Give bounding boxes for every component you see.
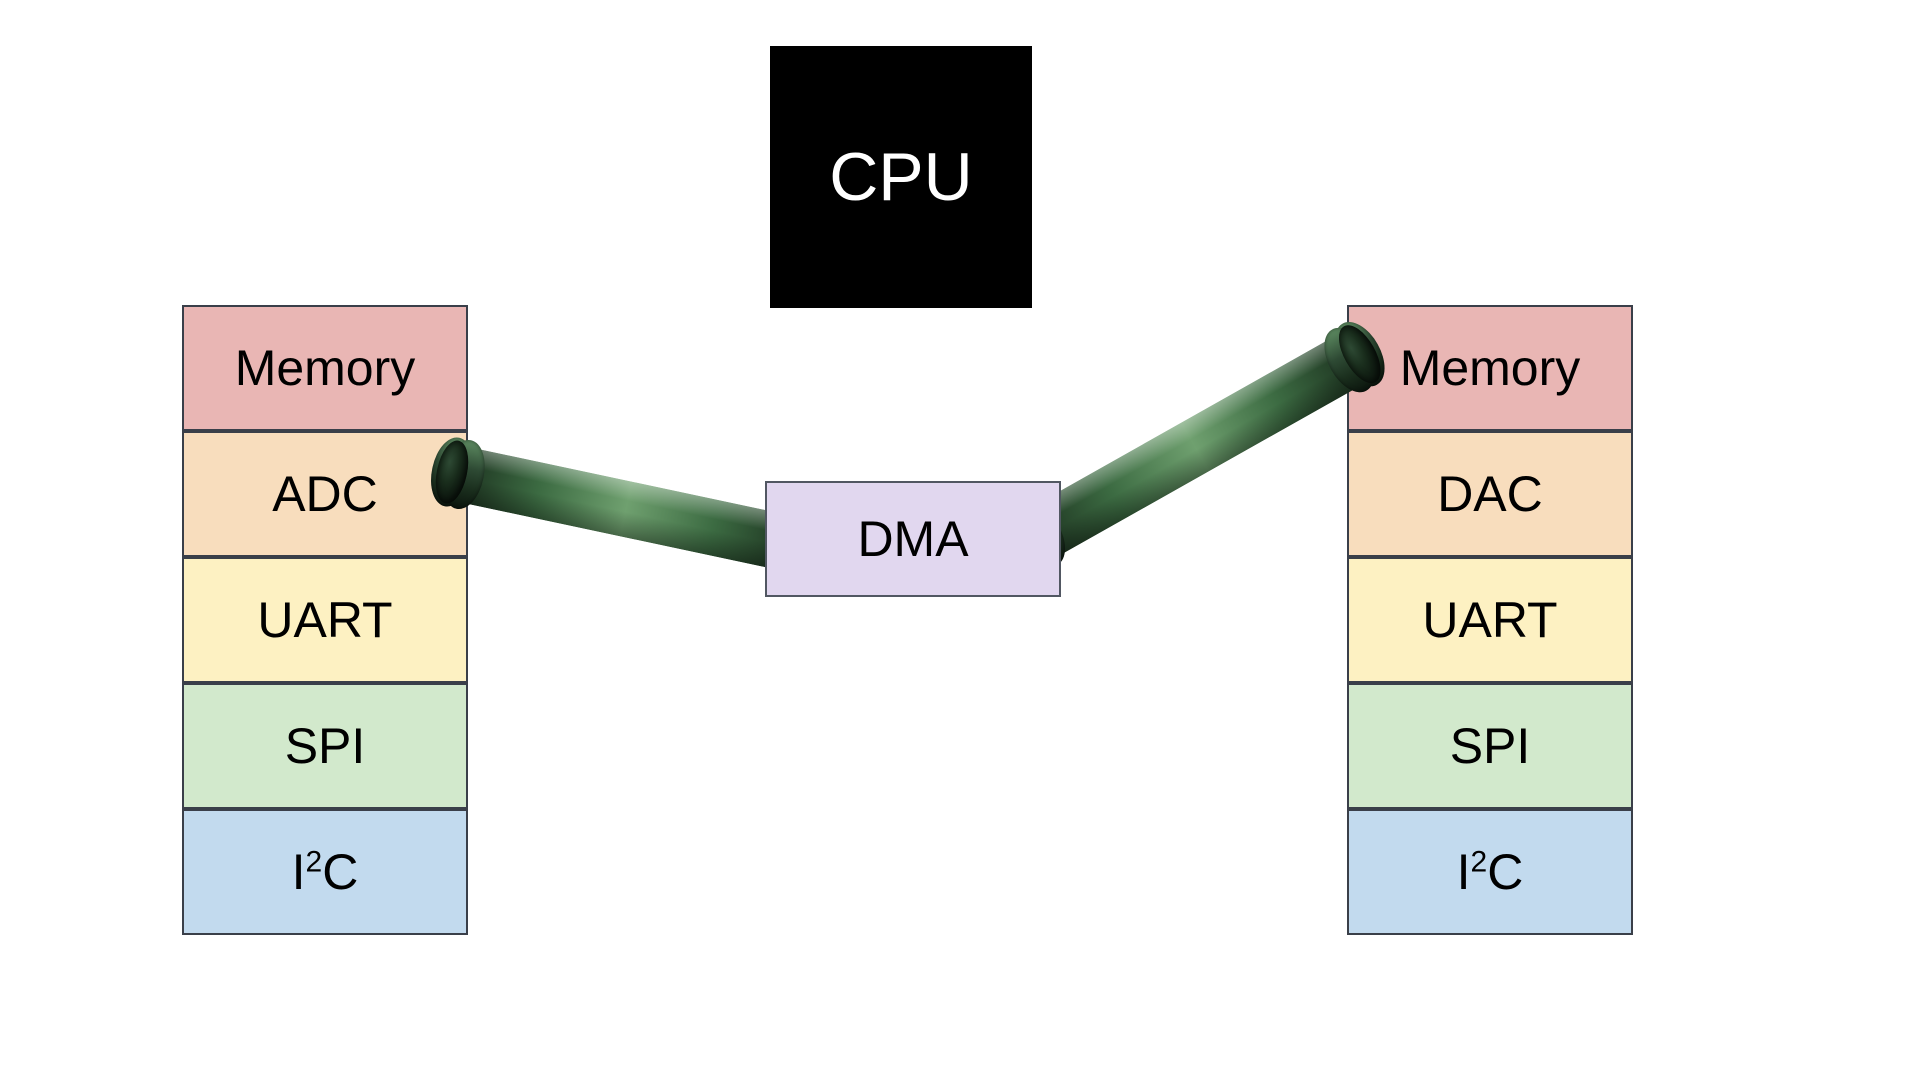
left-spi-block: SPI [182,683,468,809]
right-memory-block: Memory [1347,305,1633,431]
left-memory-block: Memory [182,305,468,431]
pipe-right-body [1016,330,1373,565]
left-spi-label: SPI [285,717,366,775]
left-adc-label: ADC [272,465,378,523]
dma-label: DMA [857,510,968,568]
left-memory-label: Memory [235,339,416,397]
left-uart-label: UART [257,591,392,649]
cpu-block: CPU [770,46,1032,308]
diagram-stage: CPU Memory ADC UART SPI I2C Memory DAC UART SPI… [0,0,1920,1080]
pipe-left-body [446,445,806,574]
right-memory-label: Memory [1400,339,1581,397]
right-spi-label: SPI [1450,717,1531,775]
right-dac-block: DAC [1347,431,1633,557]
right-dac-label: DAC [1437,465,1543,523]
pipe-left [446,445,806,574]
left-i2c-label: I2C [292,843,359,901]
dma-block: DMA [765,481,1061,597]
right-uart-label: UART [1422,591,1557,649]
left-adc-block: ADC [182,431,468,557]
right-i2c-block: I2C [1347,809,1633,935]
cpu-label: CPU [829,138,973,216]
pipe-right [1016,330,1373,565]
left-uart-block: UART [182,557,468,683]
right-uart-block: UART [1347,557,1633,683]
right-i2c-label: I2C [1457,843,1524,901]
right-spi-block: SPI [1347,683,1633,809]
left-i2c-block: I2C [182,809,468,935]
